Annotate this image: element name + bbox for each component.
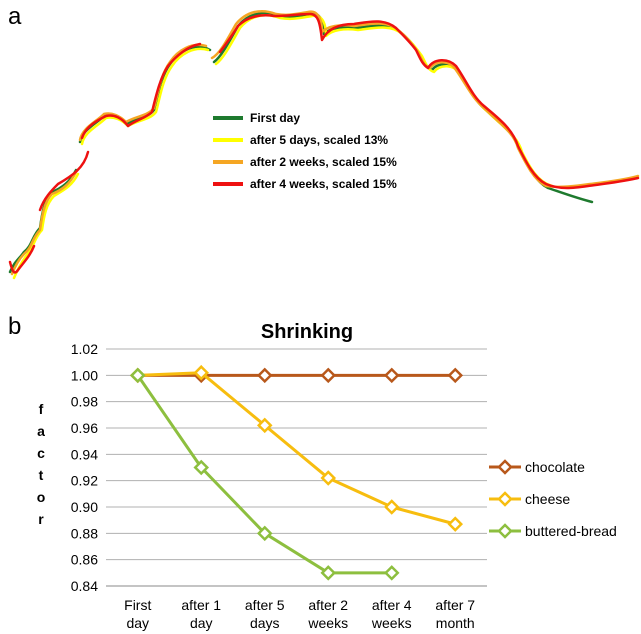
y-axis-label-letter: f	[39, 401, 44, 417]
panel-a-letter: a	[8, 3, 22, 30]
outline-legend-label: after 5 days, scaled 13%	[250, 133, 388, 147]
y-tick-label: 0.98	[71, 394, 98, 410]
data-point-chocolate	[320, 367, 337, 384]
data-point-cheese	[447, 516, 464, 532]
data-point-cheese	[193, 364, 210, 381]
legend-label-buttered-bread: buttered-bread	[525, 523, 617, 539]
panel-b-letter: b	[8, 313, 21, 340]
data-point-buttered-bread	[256, 525, 273, 542]
y-tick-label: 0.92	[71, 473, 98, 489]
legend-label-chocolate: chocolate	[525, 459, 585, 475]
y-tick-label: 0.90	[71, 499, 98, 515]
y-tick-label: 1.02	[71, 341, 98, 357]
data-point-buttered-bread	[320, 565, 337, 581]
y-axis-label-letter: a	[37, 423, 45, 439]
data-point-buttered-bread	[129, 367, 146, 384]
y-tick-label: 0.86	[71, 552, 98, 568]
data-point-chocolate	[383, 367, 400, 384]
x-tick-label: First day	[124, 597, 151, 631]
x-tick-label: after 4 weeks	[371, 597, 412, 631]
y-tick-labels: 0.84 0.86 0.88 0.90 0.92 0.94 0.96 0.98 1.00 1.02	[71, 341, 98, 594]
data-point-cheese	[383, 499, 400, 515]
x-tick-label: after 5 days	[245, 597, 285, 631]
y-axis-label-letter: t	[39, 467, 44, 483]
outline-legend-label: after 4 weeks, scaled 15%	[250, 177, 397, 191]
y-axis-label-letter: o	[37, 489, 46, 505]
outline-traces	[8, 10, 640, 280]
data-point-chocolate	[256, 367, 273, 384]
x-tick-label: after 7 month	[435, 597, 475, 631]
y-tick-label: 0.84	[71, 578, 98, 594]
y-tick-label: 0.94	[71, 446, 98, 462]
y-tick-label: 0.88	[71, 525, 98, 541]
x-tick-label: after 1 day	[181, 597, 221, 631]
chart-legend: chocolate cheese buttered-bread	[489, 459, 617, 539]
outline-legend: First day after 5 days, scaled 13% after…	[213, 111, 397, 191]
data-point-cheese	[256, 417, 273, 434]
outline-legend-label: First day	[250, 111, 300, 125]
outline-legend-label: after 2 weeks, scaled 15%	[250, 155, 397, 169]
data-point-cheese	[320, 470, 337, 486]
y-axis-label-letter: r	[38, 511, 44, 527]
data-point-buttered-bread	[383, 565, 400, 581]
y-tick-label: 1.00	[71, 367, 98, 383]
series-line-buttered-bread	[136, 374, 392, 575]
data-point-buttered-bread	[193, 459, 210, 476]
chart-gridlines	[106, 348, 487, 587]
y-axis-label-letter: c	[37, 445, 45, 461]
x-tick-labels: First day after 1 day after 5 days after 2 week…	[124, 597, 475, 631]
outline-trace-4-weeks	[8, 12, 640, 274]
chart-title: Shrinking	[261, 321, 353, 343]
legend-marker-cheese	[497, 491, 513, 507]
legend-label-cheese: cheese	[525, 491, 570, 507]
legend-marker-buttered-bread	[497, 523, 513, 539]
series-line-cheese	[137, 371, 456, 526]
y-tick-label: 0.96	[71, 420, 98, 436]
legend-marker-chocolate	[497, 459, 513, 475]
data-point-chocolate	[447, 367, 464, 384]
chart-series	[129, 364, 464, 581]
x-tick-label: after 2 weeks	[307, 597, 348, 631]
